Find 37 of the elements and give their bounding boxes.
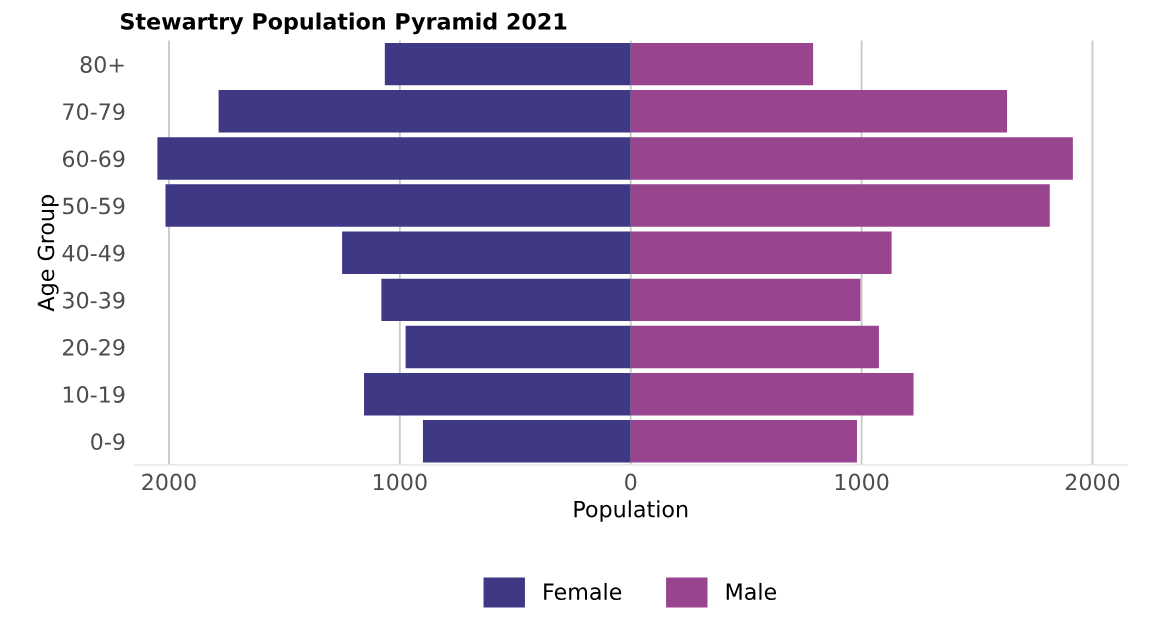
x-tick-label: 2000 — [1065, 473, 1120, 491]
bar — [630, 184, 1050, 227]
bar — [422, 420, 631, 463]
y-tick-label: 60-69 — [62, 150, 125, 168]
bar — [157, 137, 631, 180]
bar — [384, 42, 631, 86]
y-tick-label: 40-49 — [62, 244, 125, 262]
y-tick-label: 10-19 — [63, 386, 125, 403]
x-tick-label: 2000 — [142, 473, 196, 491]
y-tick-label: 20-29 — [63, 338, 125, 356]
chart-title: Stewartry Population Pyramid 2021 — [121, 12, 567, 35]
x-axis-title: Population — [574, 500, 688, 522]
y-tick-label: 0-9 — [91, 433, 125, 451]
y-tick-label: 80+ — [80, 56, 124, 73]
legend-label: Female — [544, 582, 622, 601]
bar — [630, 137, 1073, 180]
bar — [342, 231, 631, 274]
y-axis-title: Age Group — [37, 195, 59, 312]
bar — [364, 372, 631, 416]
bar — [218, 90, 631, 133]
bar — [630, 372, 914, 416]
y-tick-label: 30-39 — [63, 291, 125, 309]
bar — [630, 420, 857, 463]
bar — [165, 184, 631, 227]
bar — [630, 325, 879, 369]
bar — [381, 278, 631, 322]
legend-label: Male — [726, 582, 777, 601]
bar — [630, 231, 892, 274]
bar — [630, 90, 1008, 133]
y-tick-label: 70-79 — [63, 103, 125, 121]
x-tick-label: 1000 — [835, 473, 889, 491]
bar — [630, 42, 814, 86]
y-tick-label: 50-59 — [63, 197, 125, 215]
x-tick-label: 0 — [625, 473, 637, 491]
bar — [630, 278, 861, 322]
bar — [405, 325, 631, 369]
x-tick-label: 1000 — [374, 473, 427, 491]
